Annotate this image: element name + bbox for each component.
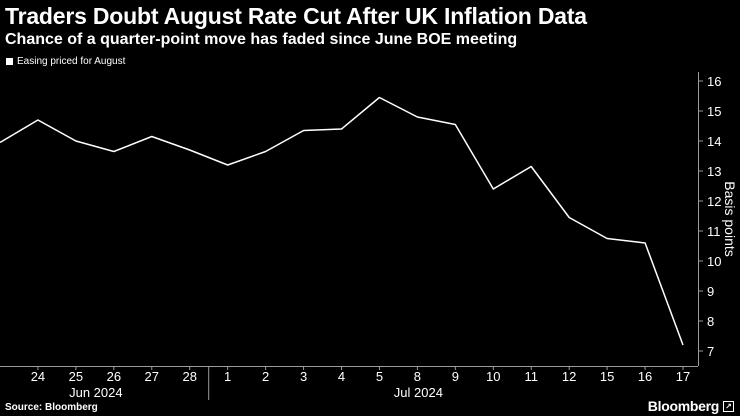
x-tick-label: 5 [376, 369, 383, 384]
x-tick-label: 27 [145, 369, 159, 384]
x-tick-label: 2 [262, 369, 269, 384]
chart-title: Traders Doubt August Rate Cut After UK I… [5, 3, 587, 29]
x-tick-label: 4 [338, 369, 345, 384]
y-tick-label: 13 [707, 164, 721, 179]
x-tick-label: 15 [600, 369, 614, 384]
series-line [0, 96, 684, 346]
x-tick-label: 3 [300, 369, 307, 384]
x-tick-label: 25 [69, 369, 83, 384]
x-tick-label: 28 [182, 369, 196, 384]
x-tick-label: 12 [562, 369, 576, 384]
x-tick-label: 16 [638, 369, 652, 384]
y-tick-label: 11 [707, 224, 721, 239]
y-tick-label: 14 [707, 134, 721, 149]
y-tick-label: 12 [707, 194, 721, 209]
legend-label: Easing priced for August [17, 56, 126, 67]
y-tick-label: 16 [707, 74, 721, 89]
y-tick-label: 9 [707, 284, 714, 299]
y-tick-label: 8 [707, 314, 714, 329]
arrow-box-icon: ↗ [723, 401, 734, 412]
brand-logo: Bloomberg [647, 398, 720, 414]
y-tick-label: 10 [707, 254, 721, 269]
y-tick-label: 7 [707, 344, 714, 359]
x-tick-label: 17 [676, 369, 690, 384]
month-label: Jul 2024 [394, 385, 443, 400]
x-tick-label: 1 [224, 369, 231, 384]
x-tick-label: 10 [486, 369, 500, 384]
month-label: Jun 2024 [69, 385, 123, 400]
x-tick-label: 24 [31, 369, 45, 384]
source-note: Source: Bloomberg [5, 402, 98, 413]
chart-subtitle: Chance of a quarter-point move has faded… [5, 31, 518, 48]
legend: Easing priced for August [6, 56, 125, 67]
x-tick-label: 8 [414, 369, 421, 384]
y-tick-label: 15 [707, 104, 721, 119]
legend-swatch [6, 58, 13, 65]
y-axis-title: Basis points [722, 181, 738, 256]
x-tick-label: 26 [107, 369, 121, 384]
x-tick-label: 9 [452, 369, 459, 384]
x-tick-label: 11 [524, 369, 538, 384]
